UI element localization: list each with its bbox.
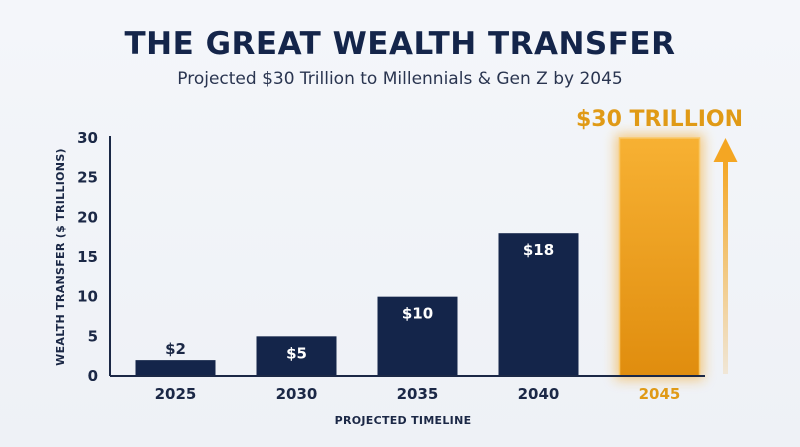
x-tick-label: 2030 xyxy=(276,385,318,403)
y-axis-title: WEALTH TRANSFER ($ TRILLIONS) xyxy=(54,148,67,366)
y-tick-label: 5 xyxy=(88,327,98,345)
bar-2025 xyxy=(135,360,216,376)
x-tick-label: 2025 xyxy=(155,385,197,403)
bar-value-label: $5 xyxy=(286,344,307,362)
bar-2040 xyxy=(498,233,579,376)
y-tick-label: 10 xyxy=(77,288,98,306)
y-tick-label: 15 xyxy=(77,248,98,266)
y-tick-label: 20 xyxy=(77,208,98,226)
bar-value-label: $2 xyxy=(165,340,186,358)
bar-2030 xyxy=(256,336,337,376)
x-tick-label: 2035 xyxy=(397,385,439,403)
up-arrow-shaft xyxy=(723,158,728,374)
up-arrow-icon xyxy=(713,138,738,162)
x-tick-label: 2045 xyxy=(639,385,681,403)
y-tick-label: 25 xyxy=(77,169,98,187)
y-tick-label: 30 xyxy=(77,129,98,147)
bar-value-label: $10 xyxy=(402,305,433,323)
bar-2045 xyxy=(618,137,701,377)
chart-title: THE GREAT WEALTH TRANSFER xyxy=(124,26,676,62)
y-tick-label: 0 xyxy=(88,367,98,385)
chart-subtitle: Projected $30 Trillion to Millennials & … xyxy=(177,69,623,89)
x-axis-title: PROJECTED TIMELINE xyxy=(335,414,472,427)
annotation-label: $30 TRILLION xyxy=(576,107,743,132)
x-tick-label: 2040 xyxy=(518,385,560,403)
bar-value-label: $18 xyxy=(523,241,554,259)
bar-2035 xyxy=(377,296,458,376)
